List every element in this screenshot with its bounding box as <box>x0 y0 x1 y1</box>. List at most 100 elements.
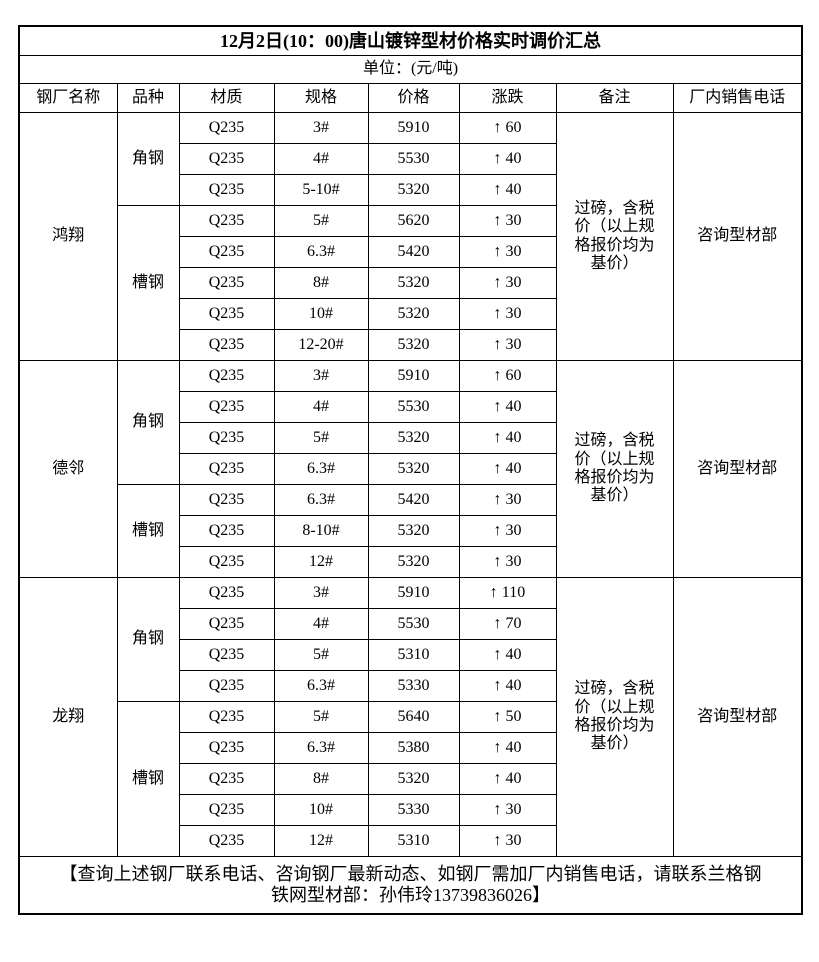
change-value: 30 <box>505 211 522 229</box>
material-cell: Q235 <box>178 205 275 237</box>
change-value: 40 <box>505 769 522 787</box>
price-cell: 5310 <box>367 825 460 857</box>
spec-cell: 4# <box>273 608 369 640</box>
material-cell: Q235 <box>178 143 275 175</box>
col-header-change: 涨跌 <box>458 83 557 113</box>
footer-row: 【查询上述钢厂联系电话、咨询钢厂最新动态、如钢厂需加厂内销售电话，请联系兰格钢铁… <box>18 856 803 915</box>
change-value: 30 <box>505 304 522 322</box>
up-arrow-icon: ↑ <box>493 149 502 167</box>
mill-name-cell: 鸿翔 <box>18 112 118 361</box>
up-arrow-icon: ↑ <box>493 645 502 663</box>
price-table: 12月2日(10：00)唐山镀锌型材价格实时调价汇总 单位：(元/吨) 钢厂名称… <box>18 25 803 915</box>
mill-name-cell: 德邻 <box>18 360 118 578</box>
change-value: 70 <box>505 614 522 632</box>
spec-cell: 3# <box>273 360 369 392</box>
material-cell: Q235 <box>178 422 275 454</box>
spec-cell: 10# <box>273 298 369 330</box>
change-cell: ↑ 110 <box>458 577 557 609</box>
price-row: Q235 8# 5320 ↑ 30 <box>19 267 802 299</box>
change-value: 30 <box>505 242 522 260</box>
price-row: Q235 10# 5330 ↑ 30 <box>19 794 802 826</box>
up-arrow-icon: ↑ <box>493 242 502 260</box>
price-cell: 5530 <box>367 391 460 423</box>
price-cell: 5320 <box>367 267 460 299</box>
variety-cell: 角钢 <box>116 112 180 206</box>
change-value: 60 <box>505 118 522 136</box>
change-cell: ↑ 30 <box>458 267 557 299</box>
price-cell: 5910 <box>367 360 460 392</box>
col-header-note: 备注 <box>555 83 674 113</box>
spec-cell: 12# <box>273 546 369 578</box>
spec-cell: 4# <box>273 391 369 423</box>
change-value: 30 <box>505 273 522 291</box>
footer-note-cell: 【查询上述钢厂联系电话、咨询钢厂最新动态、如钢厂需加厂内销售电话，请联系兰格钢铁… <box>18 856 803 915</box>
mill-name-cell: 龙翔 <box>18 577 118 857</box>
price-cell: 5530 <box>367 608 460 640</box>
price-row: 槽钢 Q235 6.3# 5420 ↑ 30 <box>19 484 802 578</box>
change-cell: ↑ 70 <box>458 608 557 640</box>
change-cell: ↑ 30 <box>458 794 557 826</box>
price-row: Q235 6.3# 5420 ↑ 30 <box>19 236 802 268</box>
material-cell: Q235 <box>178 701 275 733</box>
variety-cell: 角钢 <box>116 360 180 485</box>
change-cell: ↑ 30 <box>458 298 557 330</box>
price-cell: 5320 <box>367 453 460 485</box>
change-value: 60 <box>505 366 522 384</box>
price-row: Q235 8# 5320 ↑ 40 <box>19 763 802 795</box>
change-cell: ↑ 30 <box>458 546 557 578</box>
up-arrow-icon: ↑ <box>493 118 502 136</box>
change-cell: ↑ 40 <box>458 422 557 454</box>
change-cell: ↑ 50 <box>458 701 557 733</box>
material-cell: Q235 <box>178 608 275 640</box>
change-cell: ↑ 40 <box>458 732 557 764</box>
up-arrow-icon: ↑ <box>493 552 502 570</box>
price-cell: 5320 <box>367 763 460 795</box>
material-cell: Q235 <box>178 484 275 516</box>
change-cell: ↑ 40 <box>458 639 557 671</box>
spec-cell: 6.3# <box>273 484 369 516</box>
material-cell: Q235 <box>178 453 275 485</box>
change-cell: ↑ 40 <box>458 391 557 423</box>
header-row: 钢厂名称 品种 材质 规格 价格 涨跌 备注 厂内销售电话 <box>18 83 803 113</box>
up-arrow-icon: ↑ <box>493 273 502 291</box>
unit-label: 单位：(元/吨) <box>18 55 803 84</box>
variety-cell: 槽钢 <box>116 205 180 361</box>
change-cell: ↑ 40 <box>458 763 557 795</box>
change-cell: ↑ 30 <box>458 236 557 268</box>
note-cell: 过磅，含税价（以上规格报价均为基价） <box>555 360 674 578</box>
material-cell: Q235 <box>178 515 275 547</box>
col-header-price: 价格 <box>367 83 460 113</box>
col-header-spec: 规格 <box>273 83 369 113</box>
change-value: 40 <box>505 397 522 415</box>
price-cell: 5420 <box>367 484 460 516</box>
spec-cell: 4# <box>273 143 369 175</box>
col-header-material: 材质 <box>178 83 275 113</box>
col-header-variety: 品种 <box>116 83 180 113</box>
spec-cell: 10# <box>273 794 369 826</box>
price-cell: 5320 <box>367 174 460 206</box>
price-cell: 5640 <box>367 701 460 733</box>
spec-cell: 8# <box>273 267 369 299</box>
note-cell: 过磅，含税价（以上规格报价均为基价） <box>555 112 674 361</box>
spec-cell: 8-10# <box>273 515 369 547</box>
price-row: 龙翔 角钢 Q235 3# 5910 ↑ 110 过磅，含税价（以上规格报价均为基价） 咨询型材… <box>18 577 803 857</box>
change-value: 30 <box>505 552 522 570</box>
change-value: 30 <box>505 800 522 818</box>
price-cell: 5530 <box>367 143 460 175</box>
col-header-phone: 厂内销售电话 <box>672 83 803 113</box>
price-cell: 5320 <box>367 515 460 547</box>
note-text: 过磅，含税价（以上规格报价均为基价） <box>574 432 655 505</box>
price-row: 槽钢 Q235 5# 5640 ↑ 50 <box>19 701 802 857</box>
change-value: 40 <box>505 676 522 694</box>
spec-cell: 5# <box>273 205 369 237</box>
spec-cell: 5# <box>273 422 369 454</box>
up-arrow-icon: ↑ <box>493 366 502 384</box>
spec-cell: 6.3# <box>273 236 369 268</box>
up-arrow-icon: ↑ <box>493 397 502 415</box>
price-cell: 5320 <box>367 329 460 361</box>
price-row: Q235 6.3# 5380 ↑ 40 <box>19 732 802 764</box>
material-cell: Q235 <box>178 546 275 578</box>
title-row: 12月2日(10：00)唐山镀锌型材价格实时调价汇总 <box>18 25 803 56</box>
phone-cell: 咨询型材部 <box>672 577 803 857</box>
variety-cell: 槽钢 <box>116 701 180 857</box>
